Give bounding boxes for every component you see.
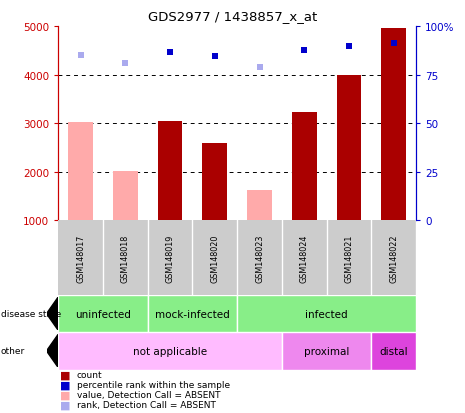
- Point: [77, 52, 84, 59]
- Text: mock-infected: mock-infected: [155, 309, 230, 319]
- Text: count: count: [77, 370, 102, 380]
- Text: ■: ■: [60, 400, 71, 410]
- Text: GSM148023: GSM148023: [255, 234, 264, 282]
- Point: [390, 41, 398, 47]
- Text: rank, Detection Call = ABSENT: rank, Detection Call = ABSENT: [77, 400, 216, 409]
- Bar: [247, 191, 272, 221]
- Point: [166, 50, 174, 56]
- Bar: [237, 295, 416, 332]
- Point: [345, 44, 353, 50]
- Text: ■: ■: [60, 370, 71, 380]
- Text: GSM148022: GSM148022: [389, 234, 399, 282]
- Text: ■: ■: [60, 380, 71, 390]
- Text: other: other: [1, 347, 25, 356]
- Text: GSM148020: GSM148020: [210, 234, 219, 282]
- Bar: [158, 121, 182, 221]
- Text: percentile rank within the sample: percentile rank within the sample: [77, 380, 230, 389]
- Text: uninfected: uninfected: [75, 309, 131, 319]
- Polygon shape: [46, 335, 58, 368]
- Text: disease state: disease state: [1, 309, 61, 318]
- Text: GDS2977 / 1438857_x_at: GDS2977 / 1438857_x_at: [148, 10, 317, 23]
- Point: [211, 54, 219, 60]
- Point: [121, 61, 129, 67]
- Text: GSM148021: GSM148021: [345, 234, 353, 282]
- Text: GSM148018: GSM148018: [121, 234, 130, 282]
- Bar: [113, 171, 138, 221]
- Point: [300, 47, 308, 54]
- Bar: [58, 332, 282, 370]
- Text: proximal: proximal: [304, 346, 349, 356]
- Point: [256, 65, 263, 71]
- Polygon shape: [46, 297, 58, 330]
- Text: GSM148017: GSM148017: [76, 234, 85, 282]
- Text: distal: distal: [379, 346, 408, 356]
- Bar: [202, 143, 227, 221]
- Bar: [381, 29, 406, 221]
- Text: infected: infected: [306, 309, 348, 319]
- Text: GSM148019: GSM148019: [166, 234, 174, 282]
- Bar: [282, 332, 372, 370]
- Bar: [68, 123, 93, 221]
- Bar: [372, 332, 416, 370]
- Bar: [58, 295, 147, 332]
- Text: not applicable: not applicable: [133, 346, 207, 356]
- Bar: [337, 75, 361, 221]
- Bar: [292, 113, 317, 221]
- Text: value, Detection Call = ABSENT: value, Detection Call = ABSENT: [77, 390, 220, 399]
- Text: GSM148024: GSM148024: [300, 234, 309, 282]
- Bar: [147, 295, 237, 332]
- Text: ■: ■: [60, 390, 71, 400]
